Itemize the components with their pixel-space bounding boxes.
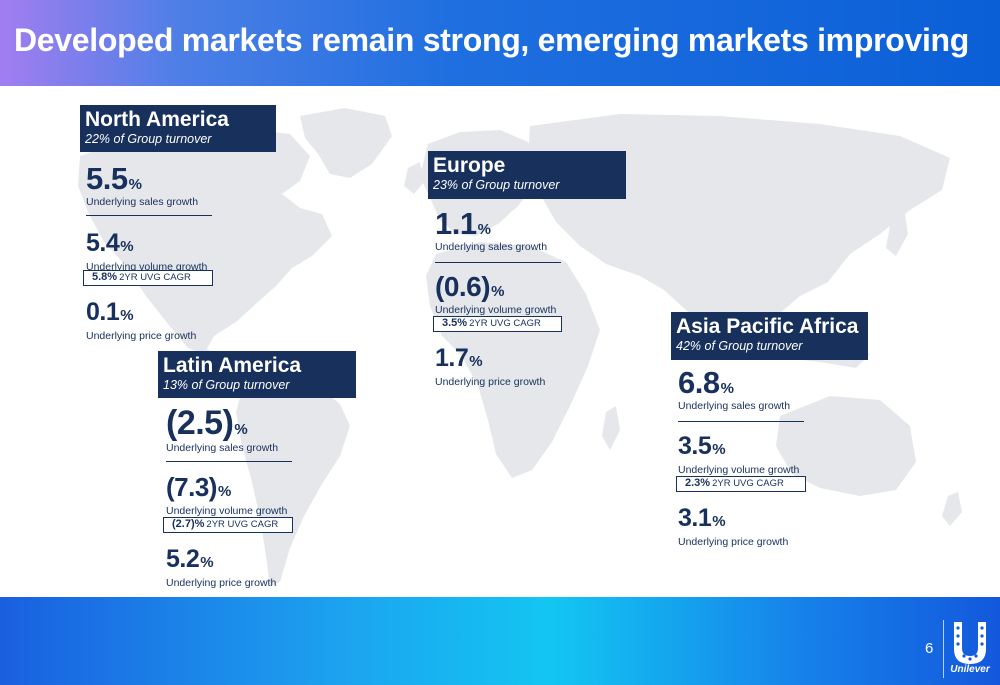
- page-title: Developed markets remain strong, emergin…: [14, 22, 970, 58]
- region-turnover: 13% of Group turnover: [163, 378, 290, 392]
- metric-volume-growth-asia-pacific-africa: 3.5% Underlying volume growth: [678, 431, 799, 476]
- metric-value: 5.4: [86, 229, 120, 257]
- metric-price-growth-europe: 1.7% Underlying price growth: [435, 343, 545, 388]
- region-turnover: 22% of Group turnover: [85, 132, 212, 146]
- region-name: North America: [85, 108, 229, 131]
- metric-unit: %: [712, 513, 726, 530]
- metric-unit: %: [469, 353, 483, 370]
- cagr-label: 2YR UVG CAGR: [119, 272, 191, 283]
- cagr-badge-latin-america: (2.7)% 2YR UVG CAGR: [163, 517, 293, 533]
- divider-line: [678, 421, 804, 422]
- metric-value: 1.7: [435, 344, 469, 372]
- metric-value: (0.6): [435, 271, 491, 302]
- metric-value: (7.3): [166, 472, 217, 502]
- cagr-value: 5.8%: [92, 271, 118, 283]
- cagr-label: 2YR UVG CAGR: [469, 318, 541, 329]
- region-name: Europe: [433, 154, 506, 177]
- divider-line: [166, 461, 292, 462]
- cagr-badge-north-america: 5.8% 2YR UVG CAGR: [83, 270, 213, 286]
- metric-label: Underlying sales growth: [86, 196, 199, 208]
- cagr-value: 3.5%: [442, 317, 468, 329]
- metric-label: Underlying sales growth: [166, 442, 279, 454]
- metric-label: Underlying price growth: [166, 577, 277, 589]
- metric-sales-growth-europe: 1.1% Underlying sales growth: [435, 208, 547, 253]
- logo-wordmark: Unilever: [950, 664, 990, 675]
- metric-unit: %: [712, 441, 726, 458]
- metric-unit: %: [477, 221, 491, 238]
- metric-volume-growth-north-america: 5.4% Underlying volume growth: [86, 228, 207, 273]
- metric-label: Underlying price growth: [435, 376, 546, 388]
- unilever-u-logo-icon: [954, 622, 986, 664]
- header-banner: Developed markets remain strong, emergin…: [0, 0, 1000, 86]
- cagr-value: 2.3%: [685, 477, 711, 489]
- metric-unit: %: [217, 483, 232, 500]
- metric-price-growth-asia-pacific-africa: 3.1% Underlying price growth: [678, 503, 788, 548]
- region-header-asia-pacific-africa: Asia Pacific Africa 42% of Group turnove…: [671, 312, 868, 360]
- cagr-label: 2YR UVG CAGR: [206, 519, 279, 530]
- footer-banner: [0, 597, 1000, 685]
- metric-label: Underlying volume growth: [678, 464, 800, 476]
- metric-unit: %: [200, 554, 214, 571]
- metric-unit: %: [120, 307, 134, 324]
- metric-label: Underlying price growth: [678, 536, 789, 548]
- cagr-badge-europe: 3.5% 2YR UVG CAGR: [433, 316, 562, 332]
- metric-value: 6.8: [678, 365, 720, 400]
- cagr-badge-asia-pacific-africa: 2.3% 2YR UVG CAGR: [676, 476, 806, 492]
- logo-divider: [943, 620, 944, 678]
- metric-label: Underlying sales growth: [678, 400, 791, 412]
- metric-label: Underlying price growth: [86, 330, 197, 342]
- region-header-north-america: North America 22% of Group turnover: [80, 105, 276, 152]
- metric-value: (2.5): [166, 404, 234, 442]
- metric-sales-growth-asia-pacific-africa: 6.8% Underlying sales growth: [678, 367, 790, 412]
- metric-value: 5.5: [86, 161, 128, 196]
- metric-value: 3.5: [678, 432, 712, 460]
- cagr-label: 2YR UVG CAGR: [712, 478, 784, 489]
- region-turnover: 23% of Group turnover: [433, 178, 560, 192]
- metric-volume-growth-europe: (0.6)% Underlying volume growth: [435, 271, 556, 316]
- region-name: Asia Pacific Africa: [676, 315, 859, 338]
- metric-sales-growth-north-america: 5.5% Underlying sales growth: [86, 163, 198, 208]
- metric-value: 0.1: [86, 298, 120, 326]
- metric-unit: %: [128, 176, 142, 193]
- metric-value: 3.1: [678, 504, 712, 532]
- page-number: 6: [925, 640, 934, 657]
- metric-label: Underlying sales growth: [435, 241, 548, 253]
- metric-volume-growth-latin-america: (7.3)% Underlying volume growth: [166, 472, 287, 517]
- metric-price-growth-latin-america: 5.2% Underlying price growth: [166, 544, 276, 589]
- metric-price-growth-north-america: 0.1% Underlying price growth: [86, 297, 196, 342]
- divider-line: [86, 215, 212, 216]
- region-turnover: 42% of Group turnover: [676, 339, 803, 353]
- divider-line: [435, 262, 561, 263]
- region-name: Latin America: [163, 354, 302, 377]
- metric-unit: %: [491, 283, 505, 300]
- region-header-europe: Europe 23% of Group turnover: [428, 151, 626, 199]
- metric-unit: %: [120, 238, 134, 255]
- metric-value: 5.2: [166, 545, 200, 573]
- cagr-value: (2.7)%: [172, 518, 205, 530]
- metric-value: 1.1: [435, 206, 477, 241]
- metric-label: Underlying volume growth: [435, 304, 557, 316]
- metric-label: Underlying volume growth: [166, 505, 288, 517]
- metric-sales-growth-latin-america: (2.5)% Underlying sales growth: [166, 406, 278, 454]
- metric-unit: %: [234, 421, 248, 438]
- metric-unit: %: [720, 380, 734, 397]
- region-header-latin-america: Latin America 13% of Group turnover: [158, 351, 356, 398]
